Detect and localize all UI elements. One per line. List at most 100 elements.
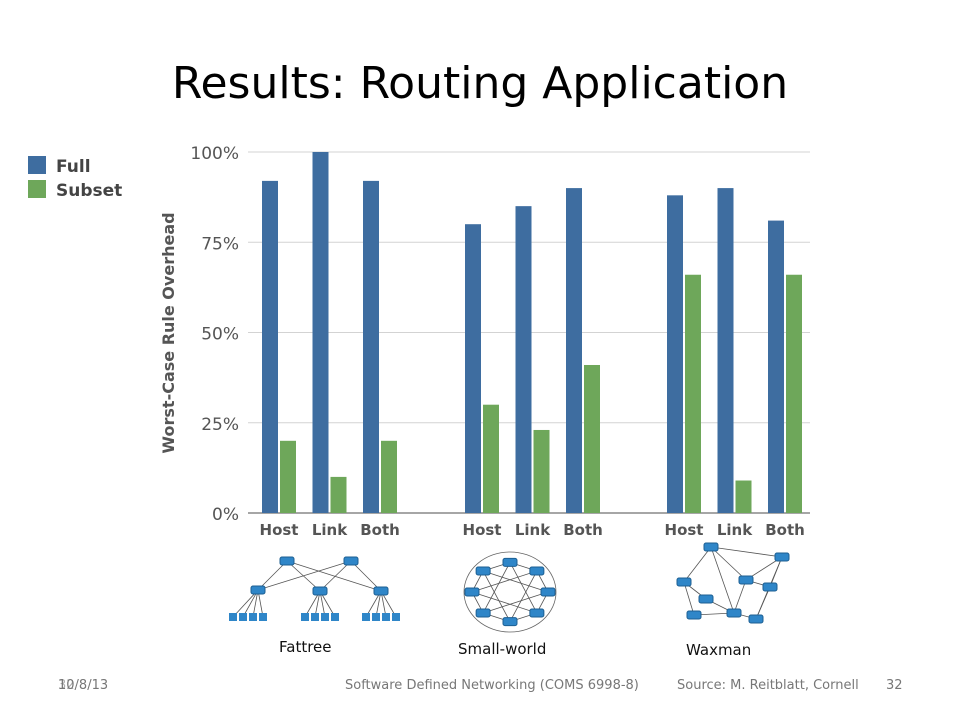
switch-icon	[676, 577, 692, 587]
network-link	[286, 560, 382, 592]
bar-subset-waxman-host	[685, 274, 701, 513]
switch-icon	[698, 594, 714, 604]
host-icon	[321, 613, 329, 621]
legend-subset-label: Subset	[56, 181, 122, 201]
switch-icon	[529, 566, 545, 576]
switch-icon	[540, 587, 556, 597]
host-icon	[301, 613, 309, 621]
switch-icon	[373, 586, 389, 596]
bar-subset-fattree-link	[330, 476, 347, 513]
bar-full-small-world-link	[515, 206, 532, 513]
topology-label-waxman: Waxman	[686, 641, 752, 659]
switch-icon	[464, 587, 480, 597]
y-tick-label: 100%	[190, 144, 239, 164]
network-link	[471, 570, 537, 593]
host-icon	[239, 613, 247, 621]
x-tick-label: Host	[260, 521, 299, 539]
x-tick-label: Link	[515, 521, 551, 539]
switch-icon	[343, 556, 359, 566]
footer-date-overlap: 32	[58, 678, 75, 693]
bar-subset-small-world-host	[483, 404, 499, 513]
network-link	[483, 570, 549, 593]
network-link	[482, 570, 511, 622]
host-icon	[229, 613, 237, 621]
network-link	[710, 546, 747, 581]
bar-full-waxman-both	[768, 220, 784, 513]
y-tick-label: 50%	[201, 325, 239, 345]
host-icon	[259, 613, 267, 621]
network-link	[483, 591, 549, 614]
switch-icon	[774, 552, 790, 562]
x-tick-label: Both	[563, 521, 603, 539]
bar-full-small-world-both	[566, 188, 582, 513]
bar-subset-fattree-both	[381, 440, 397, 513]
network-link	[350, 560, 382, 592]
switch-icon	[686, 610, 702, 620]
network-link	[683, 581, 695, 616]
network-link	[683, 546, 712, 583]
switch-icon	[475, 608, 491, 618]
switch-icon	[312, 586, 328, 596]
switch-icon	[475, 566, 491, 576]
switch-icon	[502, 617, 518, 627]
network-link	[710, 546, 735, 614]
footer-source: Source: M. Reitblatt, Cornell	[677, 678, 859, 693]
bars	[262, 152, 802, 513]
y-tick-label: 75%	[201, 234, 239, 254]
y-axis-label: Worst-Case Rule Overhead	[159, 212, 178, 453]
topology-diagrams	[229, 542, 790, 633]
footer-date: 10/8/13	[58, 678, 109, 693]
switch-icon	[762, 582, 778, 592]
host-icon	[382, 613, 390, 621]
host-icon	[362, 613, 370, 621]
network-link	[509, 562, 538, 614]
y-tick-label: 0%	[212, 505, 239, 525]
bar-full-fattree-both	[363, 180, 379, 513]
network-link	[710, 546, 783, 558]
page-number: 32	[886, 678, 903, 693]
host-icon	[249, 613, 257, 621]
x-tick-label: Link	[717, 521, 753, 539]
x-tick-label: Host	[463, 521, 502, 539]
bar-subset-waxman-both	[786, 274, 802, 513]
footer-course: Software Defined Networking (COMS 6998-8…	[345, 678, 639, 693]
host-icon	[392, 613, 400, 621]
switch-icon	[748, 614, 764, 624]
bar-subset-small-world-link	[533, 429, 550, 513]
x-tick-label: Both	[360, 521, 400, 539]
bar-full-fattree-host	[262, 180, 278, 513]
legend-full-label: Full	[56, 157, 91, 177]
network-link	[482, 562, 511, 614]
host-icon	[331, 613, 339, 621]
y-axis-ticks: 0% 25% 50% 75% 100%	[190, 144, 239, 525]
x-tick-label: Both	[765, 521, 805, 539]
network-link	[509, 570, 538, 622]
bar-full-waxman-host	[667, 195, 683, 513]
network-link	[257, 560, 352, 591]
x-axis-labels: Host Link Both Host Link Both Host Link Both	[260, 521, 805, 539]
switch-icon	[726, 608, 742, 618]
legend-subset-swatch	[28, 180, 46, 198]
network-link	[471, 591, 537, 614]
ring-link	[463, 551, 557, 633]
switch-icon	[250, 585, 266, 595]
bar-subset-small-world-both	[584, 364, 600, 513]
host-icon	[311, 613, 319, 621]
slide-title: Results: Routing Application	[171, 58, 789, 109]
switch-icon	[279, 556, 295, 566]
bar-full-small-world-host	[465, 224, 481, 513]
legend-full-swatch	[28, 156, 46, 174]
topology-label-small-world: Small-world	[458, 640, 547, 658]
switch-icon	[738, 575, 754, 585]
bar-subset-fattree-host	[280, 440, 296, 513]
x-tick-label: Link	[312, 521, 348, 539]
switch-icon	[703, 542, 719, 552]
bar-subset-waxman-link	[735, 480, 752, 513]
y-tick-label: 25%	[201, 415, 239, 435]
chart-legend: Full Subset	[28, 156, 122, 201]
switch-icon	[529, 608, 545, 618]
host-icon	[372, 613, 380, 621]
topology-label-fattree: Fattree	[279, 638, 332, 656]
bar-full-fattree-link	[312, 152, 329, 513]
